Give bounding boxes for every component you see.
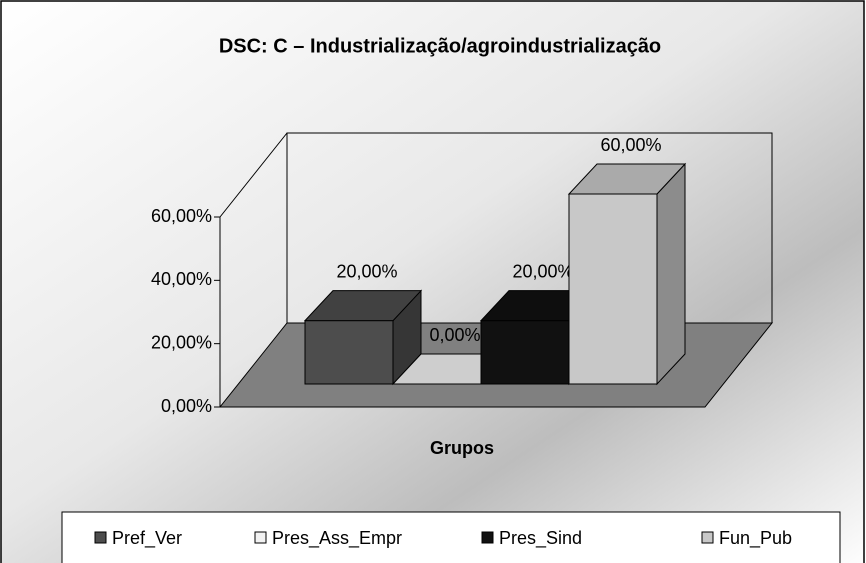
y-tick-label: 60,00% bbox=[151, 206, 212, 226]
legend-label: Fun_Pub bbox=[719, 528, 792, 549]
data-label: 20,00% bbox=[336, 261, 397, 281]
legend-label: Pref_Ver bbox=[112, 528, 182, 549]
bar-front bbox=[304, 320, 394, 385]
data-label: 20,00% bbox=[512, 261, 573, 281]
bar-top bbox=[303, 290, 423, 322]
bar bbox=[303, 289, 423, 386]
legend-label: Pres_Sind bbox=[499, 528, 582, 549]
legend-swatch bbox=[481, 531, 494, 544]
x-axis-label: Grupos bbox=[430, 438, 494, 458]
y-tick-label: 40,00% bbox=[151, 269, 212, 289]
back-wall bbox=[286, 132, 773, 323]
legend-swatch bbox=[94, 531, 107, 544]
bar-front bbox=[568, 193, 658, 385]
bar-front bbox=[480, 320, 570, 385]
bar bbox=[567, 162, 687, 386]
bar-side bbox=[656, 162, 686, 386]
legend-swatch bbox=[254, 531, 267, 544]
legend-label: Pres_Ass_Empr bbox=[272, 528, 402, 549]
y-tick-label: 20,00% bbox=[151, 332, 212, 352]
chart-title: DSC: C – Industrialização/agroindustrial… bbox=[219, 35, 661, 57]
y-tick-label: 0,00% bbox=[161, 396, 212, 416]
legend-swatch bbox=[701, 531, 714, 544]
data-label: 0,00% bbox=[429, 325, 480, 345]
data-label: 60,00% bbox=[600, 135, 661, 155]
bar-top bbox=[567, 163, 687, 195]
